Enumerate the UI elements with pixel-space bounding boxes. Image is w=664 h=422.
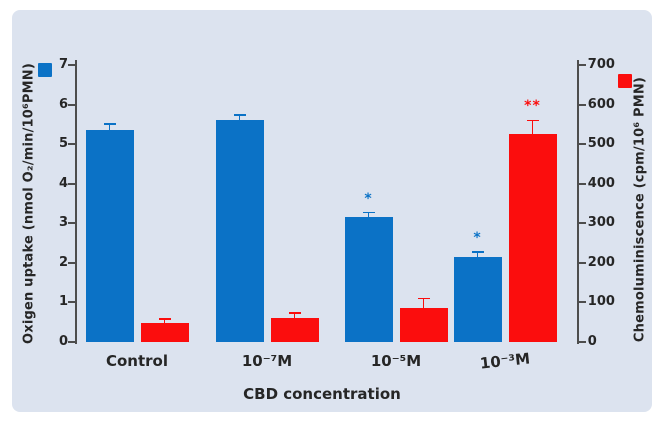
- left-axis-tick: [68, 301, 76, 304]
- right-axis-title: Chemoluminiscence (cpm/10⁶ PMN): [632, 76, 648, 343]
- error-bar-line-chemoluminiscence: [531, 120, 534, 140]
- right-axis-tick-label: 200: [587, 254, 615, 270]
- right-axis-tick: [578, 261, 586, 264]
- left-axis-tick-label: 4: [58, 175, 68, 191]
- right-axis-tick-label: 100: [587, 294, 615, 310]
- bar-chemoluminiscence: [270, 318, 319, 342]
- error-bar-cap-chemoluminiscence: [526, 119, 539, 122]
- bar-oxygen-uptake: [85, 130, 134, 342]
- error-bar-cap-chemoluminiscence: [417, 297, 430, 300]
- right-axis-tick: [578, 64, 586, 66]
- x-tick-label-control: Control: [105, 352, 168, 370]
- x-tick-label-conc2: 10⁻⁵M: [370, 352, 422, 370]
- error-bar-cap-oxygen-uptake: [233, 114, 246, 117]
- error-bar-line-oxygen-uptake: [476, 251, 479, 262]
- right-axis-tick-label: 0: [587, 334, 597, 349]
- right-y-axis-line: [577, 60, 579, 344]
- error-bar-cap-chemoluminiscence: [158, 317, 171, 320]
- right-axis-tick-label: 600: [587, 96, 615, 112]
- right-axis-tick-label: 700: [587, 57, 615, 72]
- left-axis-title: Oxigen uptake (nmol O₂/min/10⁶PMN): [21, 63, 37, 345]
- x-axis-title: CBD concentration: [243, 385, 401, 403]
- significance-marker-oxygen-uptake: *: [364, 190, 373, 207]
- bar-oxygen-uptake: [453, 256, 502, 342]
- left-axis-tick-label: 3: [58, 215, 68, 231]
- bar-chemoluminiscence: [140, 323, 189, 342]
- error-bar-line-chemoluminiscence: [163, 318, 166, 329]
- left-axis-tick: [68, 182, 76, 185]
- left-axis-tick: [68, 64, 76, 66]
- significance-marker-oxygen-uptake: *: [473, 229, 482, 246]
- right-axis-tick: [578, 182, 586, 185]
- error-bar-line-chemoluminiscence: [293, 313, 296, 324]
- error-bar-line-chemoluminiscence: [422, 298, 425, 314]
- left-axis-tick: [68, 103, 76, 106]
- legend-swatch-chemoluminiscence: [618, 74, 632, 88]
- left-axis-tick-label: 1: [58, 294, 68, 310]
- error-bar-cap-oxygen-uptake: [103, 123, 116, 126]
- error-bar-cap-chemoluminiscence: [288, 312, 301, 314]
- right-axis-tick: [578, 301, 586, 304]
- left-axis-tick-label: 5: [58, 136, 68, 152]
- bar-chemoluminiscence: [399, 308, 448, 342]
- error-bar-line-oxygen-uptake: [367, 212, 370, 223]
- right-axis-tick: [578, 143, 586, 146]
- left-axis-tick-label: 7: [58, 57, 68, 72]
- right-axis-tick: [578, 341, 586, 343]
- left-axis-tick-label: 6: [58, 96, 68, 112]
- right-axis-tick-label: 400: [587, 175, 615, 191]
- right-axis-tick: [578, 103, 586, 106]
- right-axis-tick-label: 300: [587, 215, 615, 231]
- legend-swatch-oxygen-uptake: [38, 63, 52, 77]
- right-axis-tick: [578, 222, 586, 225]
- error-bar-line-oxygen-uptake: [108, 124, 111, 136]
- error-bar-cap-oxygen-uptake: [471, 250, 484, 253]
- error-bar-line-oxygen-uptake: [238, 115, 241, 126]
- bar-oxygen-uptake: [215, 120, 264, 342]
- bar-chemoluminiscence: [508, 134, 557, 342]
- left-axis-tick: [68, 341, 76, 343]
- significance-marker-chemoluminiscence: **: [524, 98, 541, 115]
- left-y-axis-line: [75, 60, 77, 344]
- left-axis-tick-label: 2: [58, 254, 68, 270]
- bar-oxygen-uptake: [344, 217, 393, 342]
- error-bar-cap-oxygen-uptake: [362, 211, 375, 214]
- right-axis-tick-label: 500: [587, 136, 615, 152]
- left-axis-tick-label: 0: [58, 334, 68, 349]
- x-tick-label-conc1: 10⁻⁷M: [241, 352, 293, 370]
- left-axis-tick: [68, 143, 76, 146]
- left-axis-tick: [68, 261, 76, 264]
- left-axis-tick: [68, 222, 76, 225]
